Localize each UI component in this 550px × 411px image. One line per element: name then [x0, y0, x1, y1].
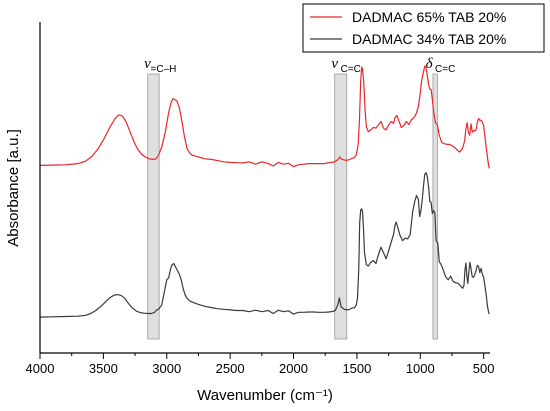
x-tick-label-7: 1000 [406, 361, 435, 376]
legend-label-1: DADMAC 65% TAB 20% [352, 9, 506, 25]
x-axis-title: Wavenumber (cm⁻¹) [197, 387, 333, 404]
x-tick-label-1: 4000 [26, 361, 55, 376]
x-tick-label-5: 2000 [279, 361, 308, 376]
x-tick-label-8: 500 [473, 361, 495, 376]
band-sublabel-3: C=C [435, 64, 455, 75]
band-sublabel-2: C=C [341, 64, 361, 75]
axes: 4000 3500 3000 2500 2000 1500 1000 500 [26, 22, 495, 376]
legend: DADMAC 65% TAB 20% DADMAC 34% TAB 20% [302, 3, 545, 53]
x-tick-label-3: 3000 [152, 361, 181, 376]
series-line-1 [39, 65, 490, 169]
band-label-2: ν [331, 56, 338, 72]
x-tick-label-6: 1500 [342, 361, 371, 376]
x-ticks: 4000 3500 3000 2500 2000 1500 1000 500 [26, 353, 495, 376]
band-1 [147, 73, 160, 340]
y-axis-title: Absorbance [a.u.] [5, 129, 22, 247]
legend-box [302, 3, 545, 53]
series-group [39, 65, 490, 318]
x-tick-label-2: 3500 [89, 361, 118, 376]
band-label-1: ν [144, 56, 151, 72]
series-line-2 [39, 172, 490, 318]
band-sublabel-1: =C–H [151, 64, 177, 75]
x-tick-label-4: 2500 [216, 361, 245, 376]
band-2 [334, 73, 348, 340]
band-3 [432, 73, 438, 340]
legend-label-2: DADMAC 34% TAB 20% [352, 31, 506, 47]
band-label-3: δ [426, 56, 434, 72]
annotation-bands: ν =C–H ν C=C δ C=C [144, 56, 455, 340]
